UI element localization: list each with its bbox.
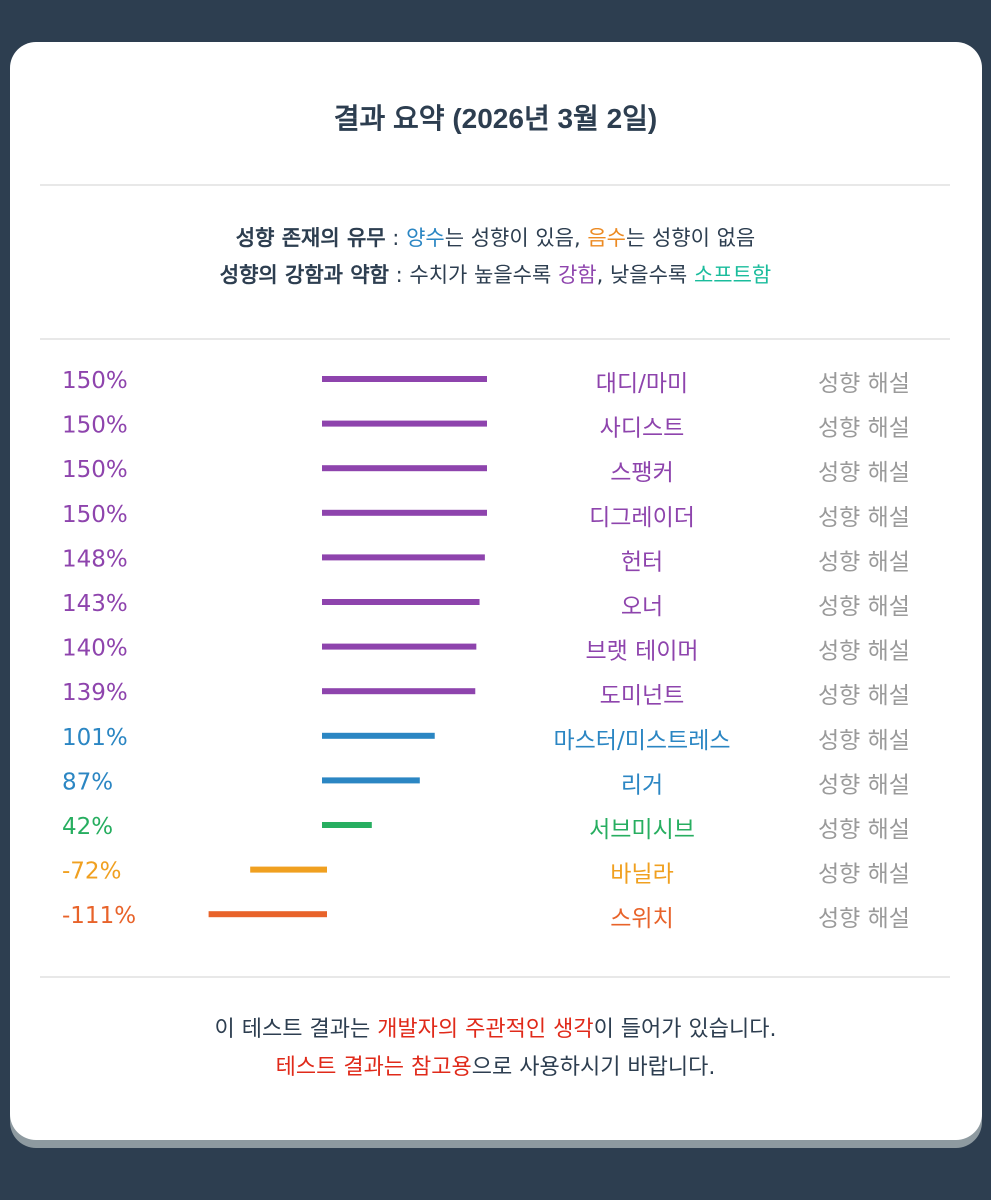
chart-row: 140% 브랫 테이머 성향 해설 <box>62 636 910 665</box>
category-label: 리거 <box>621 772 663 798</box>
chart-row: 143% 오너 성향 해설 <box>62 591 910 620</box>
footer-text-c: 이 들어가 있습니다. <box>593 1017 777 1042</box>
footer-text-a: 이 테스트 결과는 <box>214 1017 378 1042</box>
divider-bottom <box>40 976 950 978</box>
category-label: 마스터/미스트레스 <box>553 728 730 754</box>
chart-row: 150% 디그레이더 성향 해설 <box>62 502 910 531</box>
tendency-explanation-link[interactable]: 성향 해설 <box>818 772 910 798</box>
chart-row: 150% 스팽커 성향 해설 <box>62 457 910 486</box>
chart-row: -111% 스위치 성향 해설 <box>62 903 910 932</box>
tendency-explanation-link[interactable]: 성향 해설 <box>818 817 910 843</box>
category-label: 스팽커 <box>610 460 673 486</box>
bar <box>250 866 327 873</box>
tendency-explanation-link[interactable]: 성향 해설 <box>818 728 910 754</box>
tendency-explanation-link[interactable]: 성향 해설 <box>818 460 910 486</box>
chart-row: 150% 대디/마미 성향 해설 <box>62 368 910 397</box>
page-title: 결과 요약 (2026년 3월 2일) <box>333 103 658 134</box>
tendency-explanation-link[interactable]: 성향 해설 <box>818 371 910 397</box>
bar <box>322 376 487 382</box>
value-label: -111% <box>62 903 136 929</box>
value-label: 139% <box>62 680 128 706</box>
tendency-explanation-link[interactable]: 성향 해설 <box>818 862 910 888</box>
value-label: -72% <box>62 859 121 885</box>
chart-row: 148% 헌터 성향 해설 <box>62 546 910 575</box>
legend-strength-label: 성향의 강함과 약함 <box>219 263 389 287</box>
legend-strength-desc: : 수치가 높을수록 <box>388 263 558 287</box>
chart-row: 150% 사디스트 성향 해설 <box>62 413 910 442</box>
legend-positive-desc: 는 성향이 있음, <box>444 226 588 250</box>
result-card <box>10 42 982 1140</box>
chart-row: 139% 도미넌트 성향 해설 <box>62 680 910 709</box>
bar <box>322 420 487 427</box>
value-label: 150% <box>62 413 128 439</box>
bar <box>322 732 435 739</box>
value-label: 148% <box>62 546 128 572</box>
legend-negative-desc: 는 성향이 없음 <box>625 226 756 250</box>
value-label: 140% <box>62 636 128 662</box>
bar <box>322 554 485 561</box>
value-label: 150% <box>62 368 128 394</box>
footer-line-2: 테스트 결과는 참고용으로 사용하시기 바랍니다. <box>0 1049 991 1087</box>
tendency-explanation-link[interactable]: 성향 해설 <box>818 594 910 620</box>
legend-negative: 음수 <box>587 226 626 250</box>
category-label: 도미넌트 <box>600 683 685 709</box>
legend-existence-label: 성향 존재의 유무 <box>235 226 386 250</box>
bar <box>322 643 477 650</box>
bar <box>322 822 372 828</box>
chart-row: 42% 서브미시브 성향 해설 <box>62 814 910 843</box>
footer-highlight-2: 테스트 결과는 참고용 <box>275 1055 472 1080</box>
tendency-explanation-link[interactable]: 성향 해설 <box>818 906 910 932</box>
legend-positive: 양수 <box>406 226 445 250</box>
footer-note: 이 테스트 결과는 개발자의 주관적인 생각이 들어가 있습니다. 테스트 결과… <box>0 1011 991 1087</box>
chart-row: -72% 바닐라 성향 해설 <box>62 859 910 888</box>
footer-highlight-1: 개발자의 주관적인 생각 <box>377 1017 594 1042</box>
category-label: 디그레이더 <box>589 505 695 531</box>
category-label: 대디/마미 <box>596 371 688 397</box>
category-label: 스위치 <box>610 906 673 932</box>
value-label: 150% <box>62 457 128 483</box>
chart-row: 101% 마스터/미스트레스 성향 해설 <box>62 725 910 754</box>
category-label: 바닐라 <box>610 862 673 888</box>
tendency-explanation-link[interactable]: 성향 해설 <box>818 549 910 575</box>
chart-row: 87% 리거 성향 해설 <box>62 769 910 798</box>
bar <box>322 465 487 472</box>
legend-line-1: 성향 존재의 유무 : 양수는 성향이 있음, 음수는 성향이 없음 <box>0 222 991 252</box>
legend-soft: 소프트함 <box>693 263 772 287</box>
tendency-explanation-link[interactable]: 성향 해설 <box>818 416 910 442</box>
value-label: 87% <box>62 769 113 795</box>
value-label: 101% <box>62 725 128 751</box>
bar <box>322 599 480 605</box>
category-label: 사디스트 <box>600 416 685 442</box>
legend-strong: 강함 <box>557 263 597 287</box>
bar <box>208 911 327 918</box>
tendency-explanation-link[interactable]: 성향 해설 <box>818 683 910 709</box>
footer-text-d: 으로 사용하시기 바랍니다. <box>471 1055 716 1080</box>
tendency-explanation-link[interactable]: 성향 해설 <box>818 505 910 531</box>
category-label: 오너 <box>621 594 663 620</box>
value-label: 150% <box>62 502 128 528</box>
footer-line-1: 이 테스트 결과는 개발자의 주관적인 생각이 들어가 있습니다. <box>0 1011 991 1049</box>
divider-top <box>40 184 950 186</box>
value-label: 42% <box>62 814 113 840</box>
divider-middle <box>40 338 950 340</box>
category-label: 헌터 <box>621 549 663 575</box>
tendency-explanation-link[interactable]: 성향 해설 <box>818 639 910 665</box>
legend-mid: , 낮을수록 <box>596 263 694 287</box>
category-label: 브랫 테이머 <box>585 639 698 665</box>
bar <box>322 509 487 516</box>
bar <box>322 688 476 695</box>
value-label: 143% <box>62 591 128 617</box>
legend-line-2: 성향의 강함과 약함 : 수치가 높을수록 강함, 낮을수록 소프트함 <box>0 259 991 289</box>
legend-sep: : <box>385 226 407 250</box>
category-label: 서브미시브 <box>589 817 695 843</box>
bar <box>322 777 420 784</box>
